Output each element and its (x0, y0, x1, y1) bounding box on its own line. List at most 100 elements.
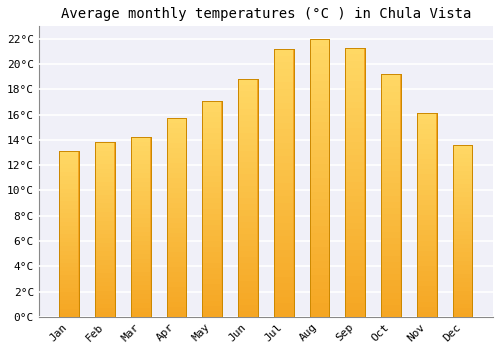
Bar (310, 275, 328, 282)
Bar (132, 178, 150, 182)
Bar (454, 167, 471, 171)
Bar (274, 49, 293, 317)
Bar (132, 267, 150, 272)
Bar (96, 169, 114, 173)
Bar (274, 149, 293, 156)
Bar (346, 61, 364, 68)
Bar (203, 290, 222, 295)
Bar (203, 263, 222, 268)
Bar (132, 303, 150, 308)
Bar (239, 121, 257, 127)
Bar (310, 206, 328, 212)
Bar (346, 256, 364, 263)
Bar (168, 218, 186, 223)
Bar (382, 99, 400, 105)
Bar (203, 295, 222, 301)
Bar (418, 240, 436, 246)
Bar (454, 235, 471, 239)
Bar (168, 232, 186, 238)
Bar (60, 275, 78, 280)
Bar (310, 226, 328, 233)
Bar (274, 116, 293, 122)
Bar (310, 289, 328, 296)
Bar (60, 217, 78, 222)
Bar (418, 246, 436, 251)
Bar (168, 128, 186, 133)
Bar (454, 239, 471, 244)
Bar (454, 308, 471, 313)
Bar (132, 187, 150, 191)
Bar (168, 153, 186, 158)
Bar (239, 293, 257, 299)
Bar (168, 148, 186, 153)
Bar (310, 296, 328, 303)
Bar (382, 80, 400, 86)
Bar (239, 305, 257, 311)
Bar (274, 270, 293, 276)
Bar (131, 138, 150, 317)
Bar (203, 203, 222, 209)
Bar (203, 166, 222, 171)
Bar (239, 216, 257, 222)
Bar (60, 242, 78, 246)
Bar (168, 138, 186, 143)
Bar (418, 184, 436, 190)
Bar (346, 142, 364, 149)
Bar (418, 266, 436, 271)
Bar (310, 102, 328, 108)
Bar (166, 119, 186, 317)
Bar (274, 96, 293, 103)
Bar (382, 111, 400, 117)
Bar (239, 222, 257, 228)
Bar (418, 220, 436, 225)
Bar (239, 269, 257, 275)
Bar (168, 178, 186, 183)
Bar (203, 306, 222, 312)
Bar (96, 177, 114, 182)
Bar (454, 231, 471, 235)
Bar (418, 124, 436, 129)
Bar (274, 243, 293, 250)
Bar (454, 291, 471, 295)
Bar (96, 265, 114, 269)
Bar (418, 236, 436, 240)
Bar (96, 164, 114, 169)
Bar (60, 263, 78, 267)
Bar (382, 280, 400, 287)
Bar (60, 313, 78, 317)
Bar (454, 154, 471, 158)
Bar (132, 308, 150, 312)
Bar (60, 184, 78, 189)
Bar (203, 225, 222, 230)
Bar (346, 82, 364, 88)
Bar (310, 53, 328, 60)
Bar (418, 271, 436, 276)
Bar (382, 86, 400, 92)
Bar (454, 192, 471, 197)
Bar (203, 160, 222, 166)
Bar (346, 196, 364, 202)
Bar (203, 219, 222, 225)
Bar (274, 250, 293, 257)
Bar (346, 102, 364, 108)
Bar (310, 80, 328, 88)
Bar (346, 223, 364, 229)
Bar (239, 204, 257, 210)
Bar (454, 274, 471, 278)
Bar (454, 313, 471, 317)
Bar (203, 139, 222, 144)
Bar (310, 94, 328, 101)
Bar (274, 263, 293, 270)
Bar (239, 168, 257, 174)
Bar (132, 245, 150, 250)
Bar (60, 296, 78, 300)
Bar (310, 303, 328, 310)
Bar (96, 282, 114, 286)
Bar (60, 284, 78, 288)
Bar (454, 222, 471, 226)
Bar (274, 183, 293, 190)
Bar (132, 196, 150, 200)
Bar (239, 109, 257, 115)
Bar (203, 257, 222, 263)
Bar (346, 310, 364, 317)
